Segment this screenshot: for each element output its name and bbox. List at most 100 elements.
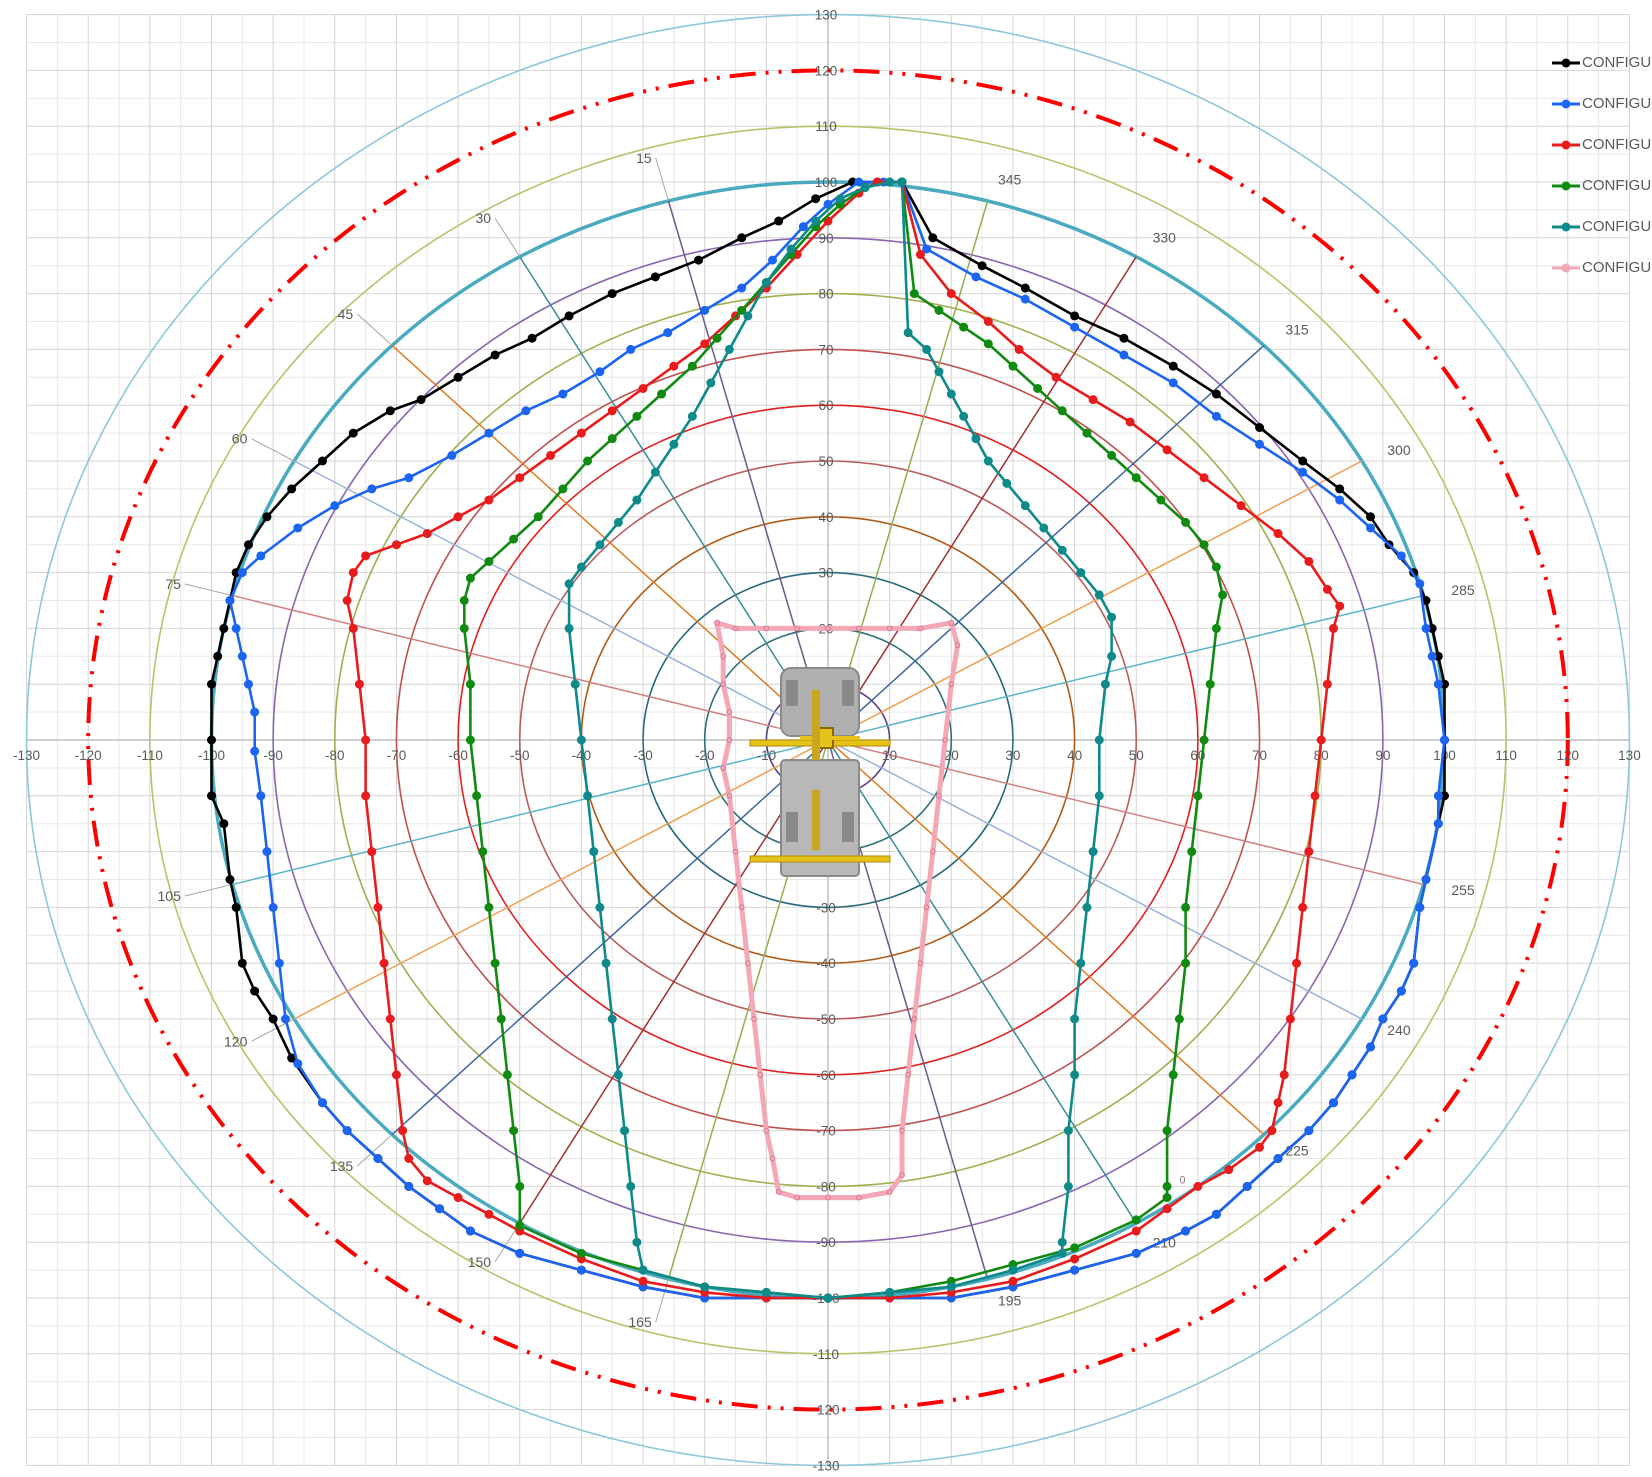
series-point — [564, 579, 574, 589]
series-point — [607, 406, 617, 416]
series-point — [854, 177, 864, 187]
vehicle-icon — [749, 667, 891, 877]
legend-item: CONFIGU — [1552, 42, 1652, 83]
series-point — [361, 551, 371, 561]
legend-label: CONFIGU — [1582, 259, 1652, 276]
series-point — [971, 272, 981, 282]
series-point — [1070, 1243, 1080, 1253]
series-point — [1020, 294, 1030, 304]
series-point — [1100, 679, 1110, 689]
series-point — [763, 1127, 770, 1134]
series-point — [1181, 517, 1191, 527]
series-point — [948, 619, 955, 626]
series-point — [1174, 1014, 1184, 1024]
series-point — [905, 1071, 912, 1078]
series-point — [1279, 1070, 1289, 1080]
y-tick-label: 110 — [815, 119, 837, 134]
series-point — [1298, 902, 1308, 912]
series-point — [761, 1287, 771, 1297]
series-point — [589, 847, 599, 857]
series-point — [726, 709, 733, 715]
series-point — [207, 791, 216, 801]
series-point — [435, 1204, 445, 1214]
x-tick-label: 50 — [1129, 748, 1144, 763]
series-point — [576, 735, 586, 745]
series-point — [886, 625, 893, 632]
series-point — [1119, 350, 1129, 360]
series-point — [720, 653, 727, 660]
radial-leader — [655, 157, 669, 202]
series-point — [1335, 484, 1345, 494]
series-point — [404, 1181, 414, 1191]
series-point — [1107, 651, 1117, 661]
series-point — [484, 556, 494, 566]
series-point — [243, 679, 253, 689]
series-point — [293, 1059, 303, 1069]
series-point — [1014, 344, 1024, 354]
series-point — [287, 484, 297, 494]
series-point — [794, 625, 801, 632]
x-tick-label: -120 — [75, 748, 102, 763]
series-point — [564, 623, 574, 633]
series-point — [1187, 847, 1197, 857]
x-tick-label: -130 — [13, 748, 40, 763]
annotations: 0 — [1179, 1175, 1185, 1187]
series-point — [1076, 958, 1086, 968]
series-point — [1255, 423, 1265, 433]
series-point — [484, 495, 494, 505]
series-point — [250, 707, 260, 717]
series-point — [1070, 322, 1080, 332]
series-point — [225, 875, 235, 884]
series-point — [626, 1181, 636, 1191]
series-point — [983, 317, 993, 326]
series-line — [345, 180, 1341, 1300]
series-point — [1063, 1126, 1073, 1136]
series-point — [348, 568, 358, 578]
series-point — [422, 1176, 432, 1186]
series-point — [650, 467, 660, 477]
series-point — [959, 322, 969, 332]
series-point — [626, 344, 636, 354]
legend-swatch — [1552, 140, 1580, 149]
series-point — [669, 361, 679, 371]
series-point — [620, 1126, 630, 1136]
series-point — [1162, 1193, 1172, 1203]
series-point — [237, 958, 247, 968]
legend-item: CONFIGU — [1552, 206, 1652, 247]
series-point — [527, 333, 537, 343]
series-point — [317, 1098, 327, 1108]
radial-label-opposite: 330 — [1153, 229, 1177, 245]
series-point — [1008, 361, 1018, 371]
y-tick-label: 120 — [815, 63, 838, 78]
radial-leader — [184, 883, 233, 897]
series-point — [922, 244, 932, 254]
y-tick-label: -120 — [812, 1403, 839, 1418]
series-point — [769, 1155, 776, 1162]
y-tick-label: 40 — [818, 510, 833, 525]
series-point — [942, 737, 949, 743]
x-tick-label: -70 — [387, 748, 407, 763]
series-point — [903, 328, 913, 338]
series-point — [744, 960, 751, 967]
series-point — [638, 383, 648, 393]
x-tick-label: 120 — [1557, 748, 1580, 763]
series-point — [367, 484, 377, 494]
series-point — [546, 450, 556, 460]
y-tick-label: -110 — [813, 1347, 839, 1362]
series-point — [1396, 986, 1406, 996]
series-point — [934, 305, 944, 315]
series-point — [607, 434, 617, 444]
y-tick-label: 80 — [818, 287, 833, 302]
series-point — [447, 450, 457, 460]
series-point — [885, 177, 895, 187]
series-point — [1094, 791, 1104, 801]
series-point — [1322, 584, 1332, 594]
x-tick-label: 40 — [1067, 748, 1082, 763]
series-point — [373, 902, 383, 912]
series-point — [1285, 1014, 1295, 1024]
series-point — [613, 517, 623, 527]
limit-circle-group — [86, 68, 1570, 1412]
series-point — [1292, 958, 1302, 968]
series-point — [1366, 512, 1376, 522]
series-point — [687, 361, 697, 371]
